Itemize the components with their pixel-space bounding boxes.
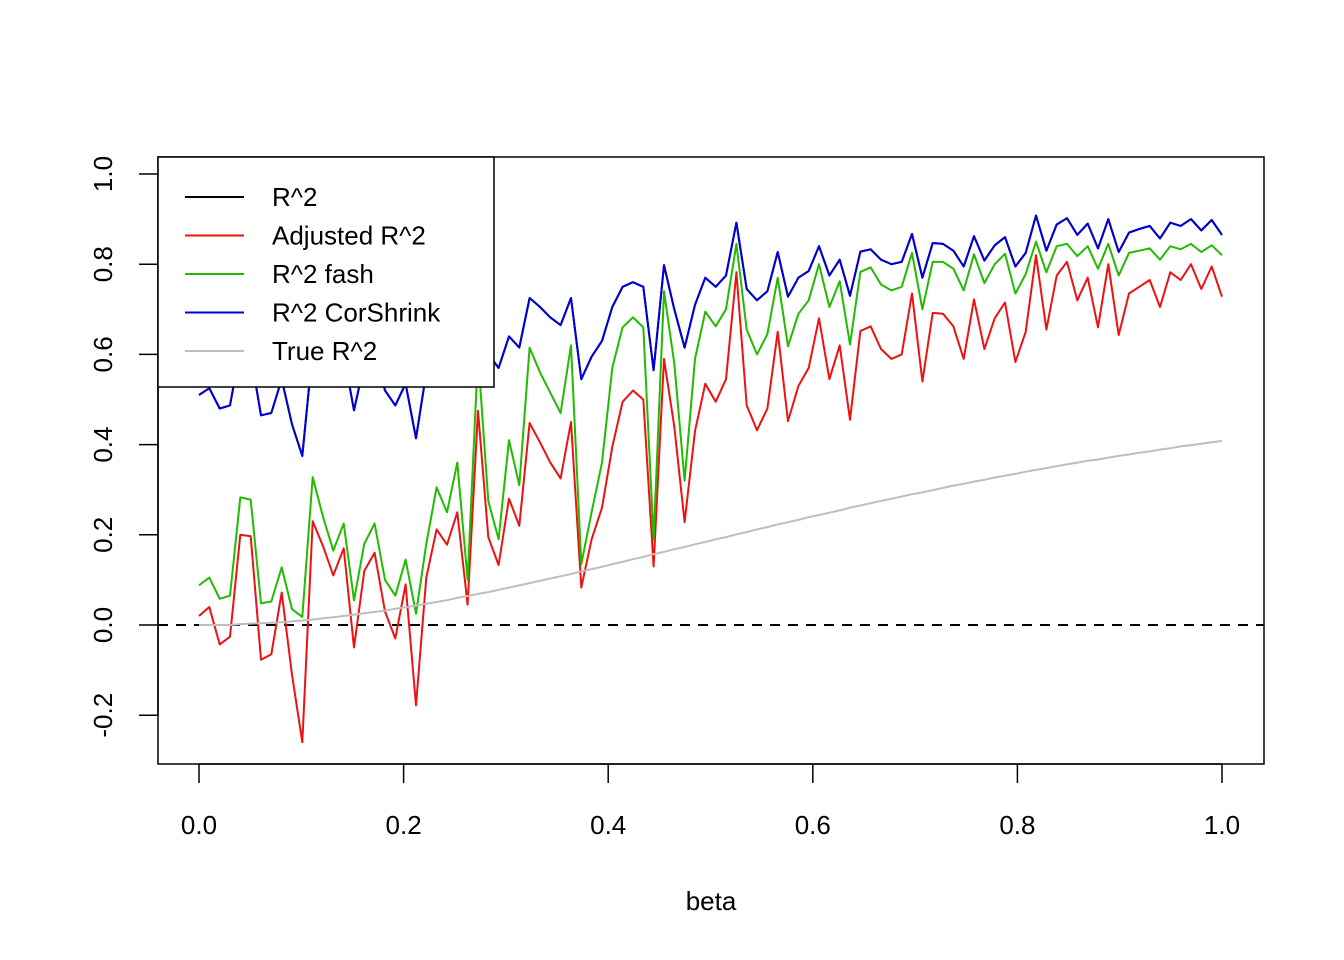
legend-items: R^2 Adjusted R^2 R^2 fash R^2 CorShrink True… <box>185 182 441 366</box>
x-tick-label: 0.4 <box>590 810 626 840</box>
x-tick-label: 1.0 <box>1204 810 1240 840</box>
x-tick-label: 0.8 <box>999 810 1035 840</box>
y-axis: -0.2 0.0 0.2 0.4 0.6 0.8 1.0 <box>88 156 159 738</box>
y-tick-label: 0.8 <box>88 246 118 282</box>
legend: R^2 Adjusted R^2 R^2 fash R^2 CorShrink True… <box>157 156 495 388</box>
y-tick-label: 1.0 <box>88 156 118 192</box>
legend-label: Adjusted R^2 <box>272 221 426 251</box>
legend-label: R^2 CorShrink <box>272 298 441 328</box>
legend-box <box>157 156 495 388</box>
legend-label: R^2 fash <box>272 259 374 289</box>
legend-label: True R^2 <box>272 336 377 366</box>
series-line-1 <box>198 254 1223 744</box>
y-tick-label: 0.0 <box>88 607 118 643</box>
series-line-4 <box>199 440 1223 626</box>
series-line-2 <box>198 240 1223 618</box>
x-tick-label: 0.0 <box>181 810 217 840</box>
x-axis: 0.0 0.2 0.4 0.6 0.8 1.0 <box>181 763 1240 840</box>
y-tick-label: 0.2 <box>88 517 118 553</box>
x-tick-label: 0.2 <box>386 810 422 840</box>
y-tick-label: 0.6 <box>88 336 118 372</box>
x-tick-label: 0.6 <box>795 810 831 840</box>
y-tick-label: 0.4 <box>88 427 118 463</box>
y-tick-label: -0.2 <box>88 693 118 738</box>
legend-label: R^2 <box>272 182 317 212</box>
x-axis-title: beta <box>686 886 737 916</box>
